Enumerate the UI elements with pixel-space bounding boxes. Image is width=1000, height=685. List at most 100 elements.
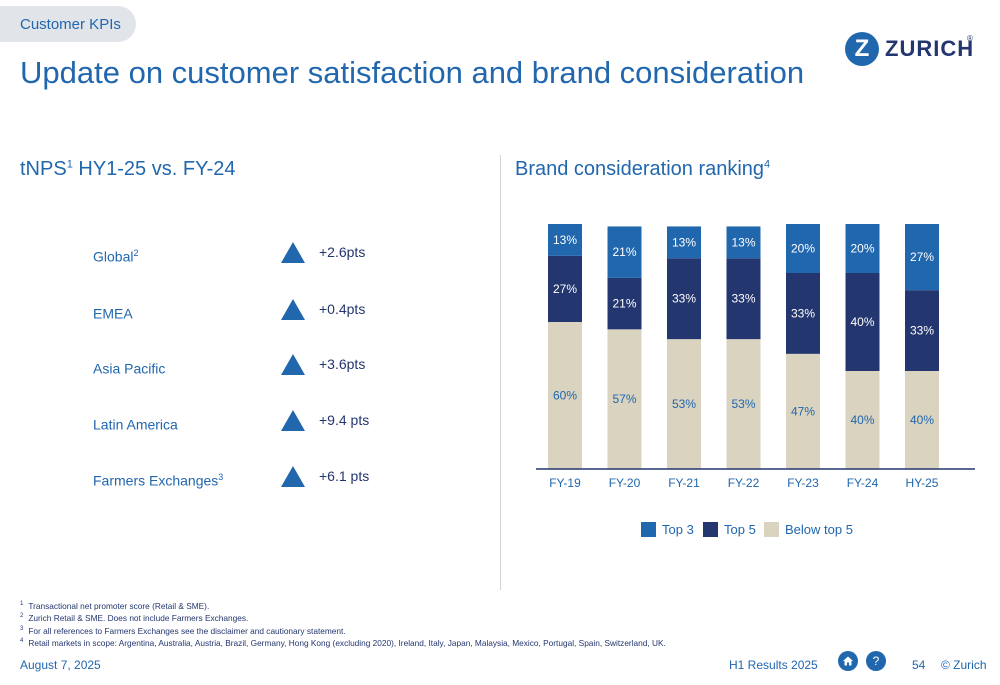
data-label: 40% <box>910 413 934 427</box>
footnotes: 1 Transactional net promoter score (Retai… <box>20 599 920 648</box>
up-triangle-icon <box>281 466 305 487</box>
data-label: 60% <box>553 389 577 403</box>
bar-segment <box>786 273 820 354</box>
footer-date: August 7, 2025 <box>20 658 101 672</box>
x-tick-label: FY-22 <box>728 476 760 490</box>
kpi-row-emea: EMEA +0.4pts <box>93 299 383 329</box>
data-label: 47% <box>791 404 815 418</box>
logo-wordmark: ZURICH <box>885 36 975 61</box>
footer-report: H1 Results 2025 <box>729 658 818 672</box>
legend-label: Top 5 <box>724 522 756 537</box>
footnote-number: 4 <box>20 637 24 644</box>
footnote-text: Zurich Retail & SME. Does not include Fa… <box>28 613 249 624</box>
footnote: 2 Zurich Retail & SME. Does not include F… <box>20 611 920 623</box>
page-number: 54 <box>912 658 926 672</box>
bar-segment <box>667 226 701 259</box>
bar-segment <box>607 329 642 469</box>
data-label: 53% <box>672 397 696 411</box>
zurich-logo: Z ZURICH ® <box>845 30 975 70</box>
bar-segment <box>607 226 642 278</box>
up-triangle-icon <box>281 354 305 375</box>
section-divider <box>500 155 501 590</box>
bar-segment <box>726 226 761 259</box>
x-tick-label: FY-24 <box>847 476 879 490</box>
footnote: 4 Retail markets in scope: Argentina, Aus… <box>20 636 920 648</box>
kpi-value: +9.4 pts <box>319 412 370 428</box>
kpi-label-sup: 3 <box>218 472 224 482</box>
bar-segment <box>667 258 701 340</box>
kpi-value: +2.6pts <box>319 244 366 260</box>
data-label: 33% <box>791 306 815 320</box>
brand-consideration-chart: 60% 27% 13% FY-19 57% 21% 21% FY-20 53% 33% 13% FY-… <box>536 224 975 490</box>
kpi-label-text: Asia Pacific <box>93 360 166 377</box>
bar-segment <box>905 290 939 371</box>
footnote-number: 1 <box>20 601 24 607</box>
legend-swatch <box>764 522 779 537</box>
kpi-row-farmers-exchanges: Farmers Exchanges3 +6.1 pts <box>93 466 383 496</box>
data-label: 33% <box>910 324 934 338</box>
question-icon[interactable]: ? <box>866 651 886 671</box>
bar-segment <box>548 255 582 322</box>
kpi-label: EMEA <box>93 305 133 322</box>
data-label: 33% <box>731 292 755 306</box>
legend-label: Top 3 <box>662 522 694 537</box>
kpi-value: +6.1 pts <box>319 468 370 484</box>
data-label: 21% <box>612 297 636 311</box>
home-icon[interactable] <box>838 651 858 671</box>
kpi-row-asia-pacific: Asia Pacific +3.6pts <box>93 354 383 384</box>
data-label: 13% <box>731 235 755 249</box>
data-label: 33% <box>672 292 696 306</box>
kpi-label-text: EMEA <box>93 305 133 322</box>
data-label: 20% <box>791 242 815 256</box>
data-label: 20% <box>850 242 874 256</box>
x-tick-label: HY-25 <box>906 476 939 490</box>
kpi-label-text: Global <box>93 248 134 265</box>
x-tick-label: FY-20 <box>609 476 641 490</box>
data-label: 21% <box>612 245 636 259</box>
brand-heading-sup: 4 <box>764 158 771 171</box>
bar-segment <box>845 371 880 469</box>
x-tick-label: FY-19 <box>549 476 581 490</box>
up-triangle-icon <box>281 299 305 320</box>
page-title: Update on customer satisfaction and bran… <box>20 55 805 90</box>
up-triangle-icon <box>281 410 305 431</box>
footnote-text: Transactional net promoter score (Retail… <box>28 600 210 611</box>
kpi-label-text: Latin America <box>93 416 178 433</box>
bar-segment <box>786 224 820 273</box>
x-tick-label: FY-23 <box>787 476 819 490</box>
legend-label: Below top 5 <box>785 522 853 537</box>
data-label: 40% <box>850 413 874 427</box>
bar-segment <box>726 258 761 340</box>
kpi-label: Latin America <box>93 416 178 433</box>
kpi-value: +0.4pts <box>319 301 366 317</box>
bar-segment <box>905 371 939 469</box>
footer-copyright: © Zurich <box>941 658 987 672</box>
footnote: 1 Transactional net promoter score (Retai… <box>20 599 920 611</box>
bar-segment <box>905 224 939 291</box>
legend-swatch <box>703 522 718 537</box>
zurich-logo-icon: Z <box>845 32 879 66</box>
brand-heading-text: Brand consideration ranking <box>515 158 765 180</box>
tnps-heading-sup: 1 <box>66 158 73 171</box>
data-label: 13% <box>672 235 696 249</box>
bar-segment <box>786 353 820 469</box>
bar-segment <box>845 224 880 273</box>
brand-heading: Brand consideration ranking4 <box>515 158 770 181</box>
x-tick-label: FY-21 <box>668 476 700 490</box>
kpi-label: Farmers Exchanges3 <box>93 472 223 489</box>
kpi-label-text: Farmers Exchanges <box>93 472 219 489</box>
up-triangle-icon <box>281 242 305 263</box>
tnps-heading-text: tNPS <box>20 158 67 180</box>
kpi-label: Asia Pacific <box>93 360 165 377</box>
section-tab-label: Customer KPIs <box>20 16 121 33</box>
data-label: 53% <box>731 397 755 411</box>
bar-segment <box>548 322 582 469</box>
bar-segment <box>726 339 761 469</box>
footnote-text: Retail markets in scope: Argentina, Aust… <box>28 637 666 648</box>
bar-segment <box>548 224 582 256</box>
kpi-row-global: Global2 +2.6pts <box>93 242 383 272</box>
kpi-label: Global2 <box>93 248 138 265</box>
bar-segment <box>667 339 701 469</box>
data-label: 57% <box>612 392 636 406</box>
data-label: 40% <box>850 315 874 329</box>
